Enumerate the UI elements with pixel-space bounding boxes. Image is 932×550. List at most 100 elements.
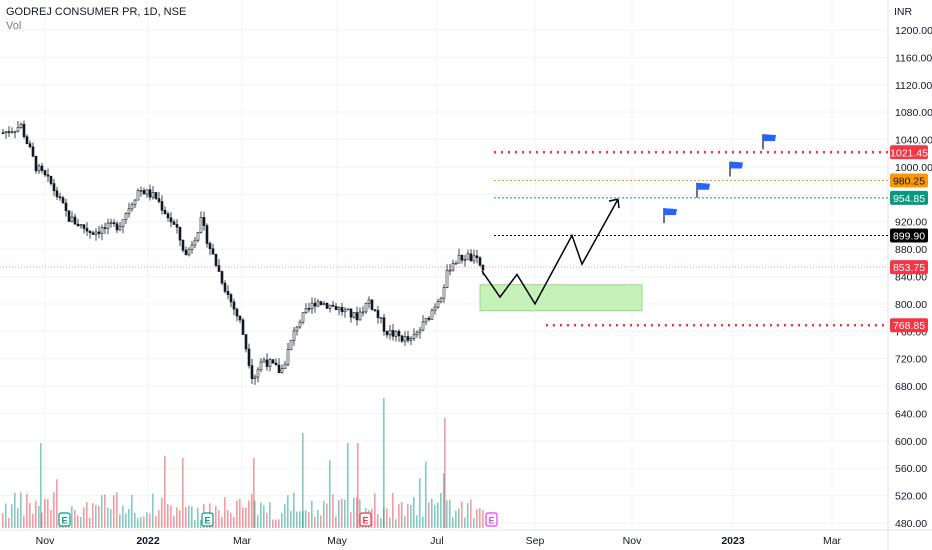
candle-body	[10, 131, 14, 134]
volume-bar	[176, 507, 178, 528]
volume-bar	[23, 515, 25, 528]
candle-body	[202, 217, 206, 226]
candle-body	[67, 210, 71, 222]
candle-body	[370, 299, 374, 310]
volume-bar	[413, 496, 415, 528]
volume-bar	[444, 418, 446, 528]
candle-body	[418, 329, 422, 333]
volume-bar	[254, 500, 256, 528]
volume-bar	[281, 512, 283, 528]
demand-zone-rectangle	[479, 284, 643, 312]
flag-icon	[663, 208, 677, 224]
candle-body	[199, 217, 203, 233]
volume-bar	[122, 505, 124, 528]
volume-bar	[323, 500, 325, 528]
volume-bar	[143, 516, 145, 528]
volume-bar	[347, 442, 349, 528]
candle-body	[85, 228, 89, 232]
volume-bar	[329, 460, 331, 528]
candle-body	[460, 254, 464, 261]
price-tag: 1021.45	[890, 145, 928, 160]
candle-body	[142, 190, 146, 195]
volume-bar	[11, 504, 13, 528]
volume-bar	[335, 516, 337, 528]
volume-bar	[224, 497, 226, 528]
volume-bar	[185, 507, 187, 528]
volume-bar	[131, 494, 133, 528]
earnings-icon[interactable]: E	[485, 512, 498, 527]
volume-bar	[425, 461, 427, 528]
earnings-label: E	[362, 516, 368, 526]
volume-bar	[395, 519, 397, 528]
volume-bar	[449, 499, 451, 528]
volume-bar	[194, 519, 196, 528]
volume-bar	[17, 508, 19, 528]
candle-body	[403, 336, 407, 342]
candle-body	[286, 349, 290, 365]
flag-cloth	[664, 208, 677, 216]
candle-body	[316, 301, 320, 307]
candle-body	[343, 309, 347, 313]
volume-bar	[248, 500, 250, 528]
price-tag-label: 899.90	[893, 230, 925, 242]
volume-bar	[236, 500, 238, 528]
price-tick-label: 800.00	[895, 299, 927, 311]
volume-bar	[299, 511, 301, 528]
volume-bar	[56, 479, 58, 528]
earnings-icon[interactable]: E	[58, 512, 71, 527]
earnings-icon[interactable]: E	[201, 512, 214, 527]
earnings-label: E	[488, 516, 494, 526]
volume-bar	[389, 517, 391, 528]
candle-body	[331, 304, 335, 307]
candle-body	[130, 204, 134, 210]
volume-bar	[434, 504, 436, 528]
volume-bar	[263, 505, 265, 528]
candle-body	[292, 330, 296, 341]
volume-bar	[71, 506, 73, 528]
candle-body	[307, 308, 311, 310]
candle-body	[58, 196, 62, 199]
candle-body	[223, 282, 227, 292]
candle-body	[7, 131, 11, 133]
price-tag: 899.90	[890, 228, 928, 243]
candle-body	[175, 224, 179, 228]
candle-body	[169, 217, 173, 223]
candle-body	[400, 335, 404, 342]
time-tick-label: Mar	[823, 535, 842, 547]
candle-body	[481, 264, 485, 271]
volume-bar	[407, 504, 409, 528]
symbol-title[interactable]: GODREJ CONSUMER PR, 1D, NSE	[6, 6, 187, 18]
time-tick-label: Nov	[623, 535, 642, 547]
flag-icon	[762, 134, 776, 150]
candle-body	[265, 359, 269, 367]
volume-bar	[242, 507, 244, 528]
volume-indicator-label[interactable]: Vol	[6, 20, 22, 32]
candle-body	[1, 132, 5, 135]
price-tick-label: 840.00	[895, 272, 927, 284]
candle-body	[382, 317, 386, 332]
candle-body	[127, 208, 131, 214]
volume-bar	[164, 455, 166, 528]
candle-body	[310, 302, 314, 310]
candle-body	[391, 330, 395, 337]
volume-bar	[116, 492, 118, 528]
volume-bar	[40, 443, 42, 528]
candle-body	[103, 227, 107, 229]
volume-bar	[170, 505, 172, 528]
volume-bar	[341, 498, 343, 528]
candle-body	[190, 244, 194, 250]
candle-body	[352, 312, 356, 318]
volume-bar	[134, 512, 136, 528]
volume-bar	[35, 500, 37, 528]
volume-bar	[446, 500, 448, 528]
time-tick-label: Nov	[36, 535, 55, 547]
volume-bar	[458, 508, 460, 528]
volume-bar	[230, 512, 232, 528]
volume-bar	[317, 509, 319, 528]
candle-body	[388, 330, 392, 336]
earnings-icon[interactable]: E	[359, 512, 372, 527]
volume-bar	[284, 504, 286, 528]
volume-bar	[14, 492, 16, 528]
candle-body	[469, 253, 473, 262]
